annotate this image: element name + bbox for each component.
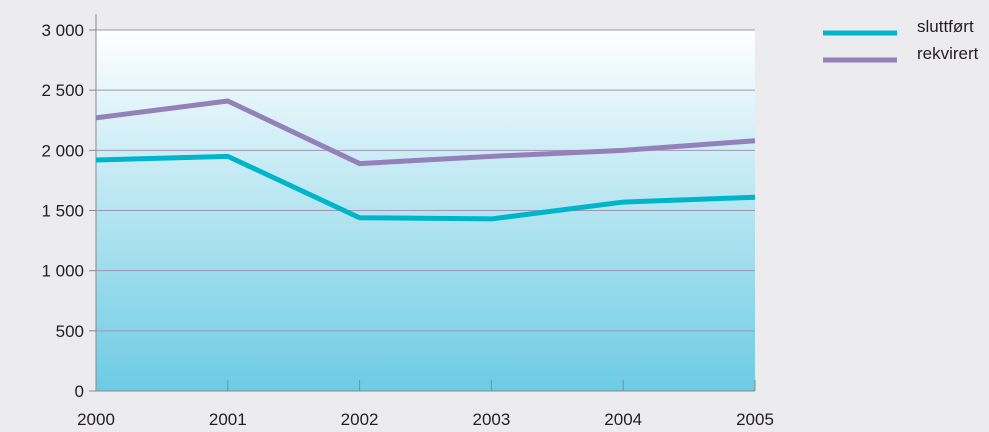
y-tick-label: 1 500 (41, 202, 84, 221)
y-axis-ticks: 0 500 1 000 1 500 2 000 2 500 3 000 (41, 21, 96, 401)
x-tick-label: 2005 (736, 410, 774, 429)
x-tick-label: 2004 (604, 410, 642, 429)
y-tick-label: 500 (56, 322, 84, 341)
series-lines (95, 98, 756, 222)
series-line-0 (95, 153, 756, 222)
x-tick-label: 2001 (209, 410, 247, 429)
series-line-1 (95, 98, 756, 167)
y-tick-label: 2 000 (41, 141, 84, 160)
y-tick-label: 2 500 (41, 81, 84, 100)
y-tick-label: 0 (75, 382, 84, 401)
y-tick-label: 3 000 (41, 21, 84, 40)
x-tick-label: 2000 (77, 410, 115, 429)
gridlines (96, 29, 755, 332)
axes (95, 14, 755, 392)
x-tick-label: 2002 (341, 410, 379, 429)
legend-label-1: rekvirert (917, 44, 979, 63)
x-tick-label: 2003 (472, 410, 510, 429)
y-tick-label: 1 000 (41, 262, 84, 281)
legend-label-0: sluttført (917, 17, 974, 36)
legend: sluttført rekvirert (823, 17, 979, 63)
x-axis-ticks: 2000 2001 2002 2003 2004 2005 (77, 380, 774, 429)
